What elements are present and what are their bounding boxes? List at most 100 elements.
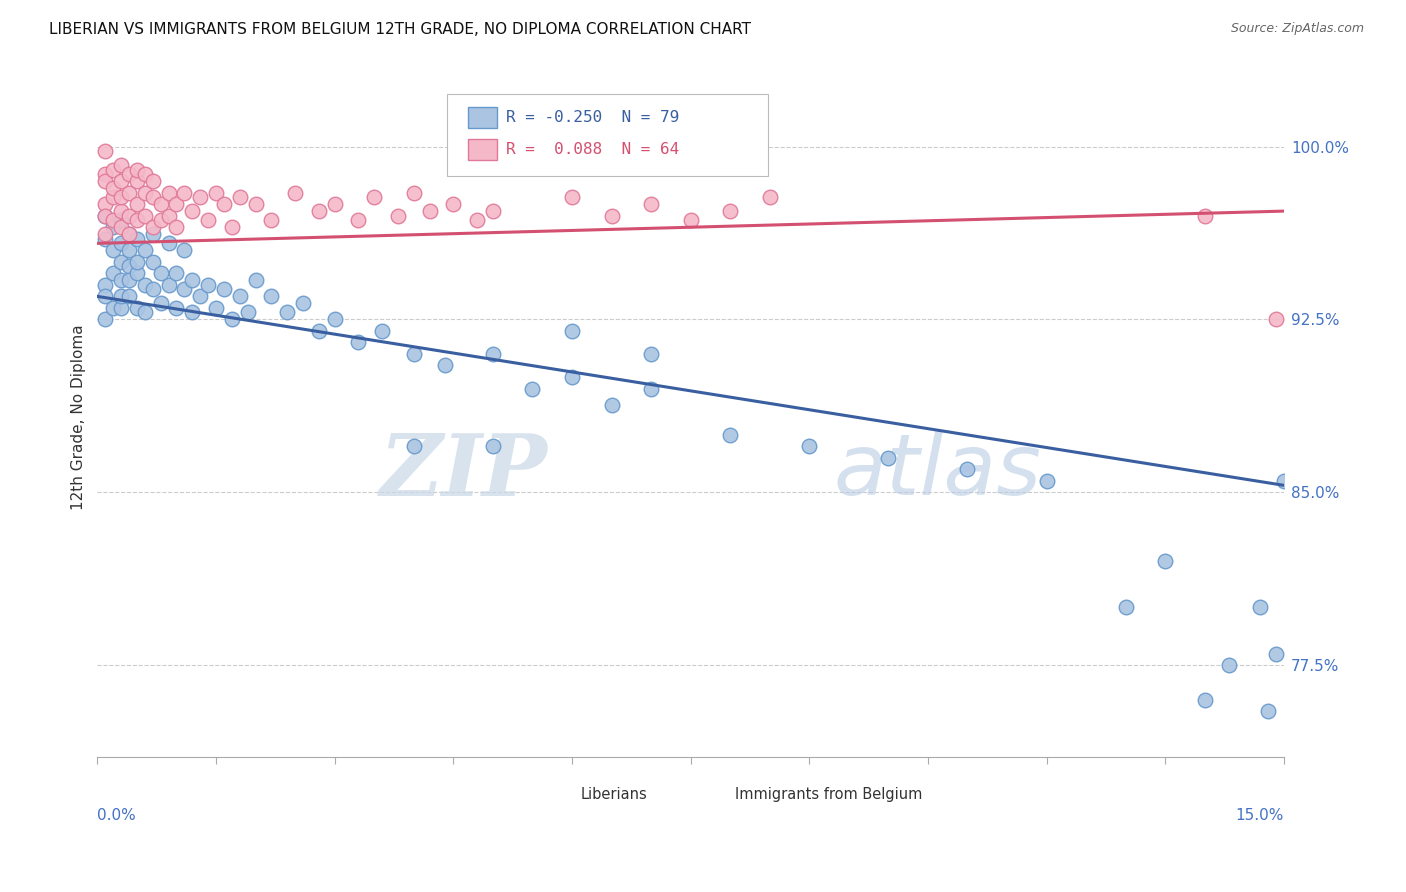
Point: [94, 289, 117, 303]
Point: [1265, 312, 1288, 326]
Point: [308, 324, 330, 338]
Point: [347, 213, 370, 227]
Point: [465, 213, 488, 227]
Point: [157, 209, 180, 223]
Point: [125, 301, 148, 315]
Point: [110, 213, 132, 227]
Point: [482, 204, 505, 219]
Point: [308, 204, 330, 219]
Point: [94, 209, 117, 223]
Point: [101, 220, 124, 235]
Point: [221, 312, 243, 326]
Point: [157, 236, 180, 251]
Point: [640, 382, 662, 396]
Point: [101, 266, 124, 280]
Point: [561, 190, 583, 204]
Point: [245, 273, 267, 287]
Point: [118, 273, 141, 287]
Point: [679, 213, 702, 227]
Bar: [548, 786, 572, 804]
Point: [165, 266, 187, 280]
Point: [402, 186, 425, 200]
Text: Liberians: Liberians: [581, 787, 647, 802]
Point: [181, 305, 204, 319]
Point: [165, 197, 187, 211]
Point: [1257, 704, 1279, 718]
Point: [110, 190, 132, 204]
Point: [402, 439, 425, 453]
Point: [134, 186, 156, 200]
Point: [125, 197, 148, 211]
Point: [181, 273, 204, 287]
Point: [94, 197, 117, 211]
Point: [197, 213, 219, 227]
Point: [1035, 474, 1057, 488]
Point: [363, 190, 385, 204]
Point: [260, 213, 283, 227]
Point: [347, 335, 370, 350]
Point: [640, 347, 662, 361]
Point: [1249, 600, 1271, 615]
Point: [323, 197, 346, 211]
Point: [197, 277, 219, 292]
Point: [1218, 658, 1240, 673]
Point: [212, 197, 235, 211]
Point: [125, 266, 148, 280]
Text: 15.0%: 15.0%: [1236, 808, 1284, 823]
Point: [205, 186, 228, 200]
Bar: [468, 138, 498, 161]
Point: [718, 427, 741, 442]
Point: [1272, 474, 1295, 488]
Y-axis label: 12th Grade, No Diploma: 12th Grade, No Diploma: [72, 325, 86, 510]
Point: [94, 277, 117, 292]
Point: [482, 439, 505, 453]
Point: [125, 232, 148, 246]
Point: [142, 282, 165, 296]
Point: [118, 227, 141, 241]
Point: [118, 209, 141, 223]
Point: [173, 186, 195, 200]
Point: [134, 167, 156, 181]
Point: [118, 227, 141, 241]
Point: [94, 144, 117, 158]
Point: [482, 347, 505, 361]
Point: [94, 174, 117, 188]
Point: [142, 220, 165, 235]
Point: [188, 289, 211, 303]
Point: [110, 254, 132, 268]
Text: Immigrants from Belgium: Immigrants from Belgium: [734, 787, 922, 802]
Point: [561, 370, 583, 384]
Text: R =  0.088  N = 64: R = 0.088 N = 64: [506, 142, 679, 157]
Point: [371, 324, 394, 338]
Point: [1265, 647, 1288, 661]
Point: [284, 186, 307, 200]
Point: [292, 296, 315, 310]
Point: [134, 277, 156, 292]
Point: [110, 204, 132, 219]
Text: LIBERIAN VS IMMIGRANTS FROM BELGIUM 12TH GRADE, NO DIPLOMA CORRELATION CHART: LIBERIAN VS IMMIGRANTS FROM BELGIUM 12TH…: [49, 22, 751, 37]
Point: [125, 254, 148, 268]
Point: [956, 462, 979, 476]
Point: [94, 227, 117, 241]
Point: [212, 282, 235, 296]
Point: [110, 174, 132, 188]
Point: [134, 209, 156, 223]
Point: [94, 167, 117, 181]
Point: [134, 305, 156, 319]
Point: [142, 227, 165, 241]
Point: [101, 213, 124, 227]
Point: [101, 190, 124, 204]
Point: [718, 204, 741, 219]
Point: [134, 244, 156, 258]
Point: [101, 244, 124, 258]
Point: [118, 167, 141, 181]
Bar: [703, 786, 727, 804]
Text: atlas: atlas: [832, 430, 1040, 513]
Point: [157, 277, 180, 292]
Point: [221, 220, 243, 235]
Point: [142, 174, 165, 188]
Point: [110, 301, 132, 315]
Text: ZIP: ZIP: [381, 430, 548, 514]
Point: [1194, 209, 1216, 223]
Text: R = -0.250  N = 79: R = -0.250 N = 79: [506, 110, 679, 125]
